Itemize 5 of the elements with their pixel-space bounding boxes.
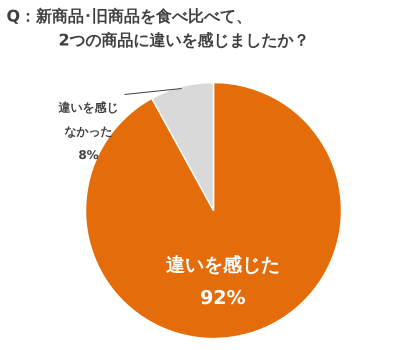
- slice-label: 違いを感じた: [166, 254, 280, 276]
- data-label: 8%: [78, 148, 99, 162]
- slice-label: 違いを感じなかった: [58, 100, 118, 138]
- chart-title: Q：新商品･旧商品を食べ比べて、 2つの商品に違いを感じましたか？: [6, 6, 310, 50]
- data-label: 92%: [200, 286, 246, 309]
